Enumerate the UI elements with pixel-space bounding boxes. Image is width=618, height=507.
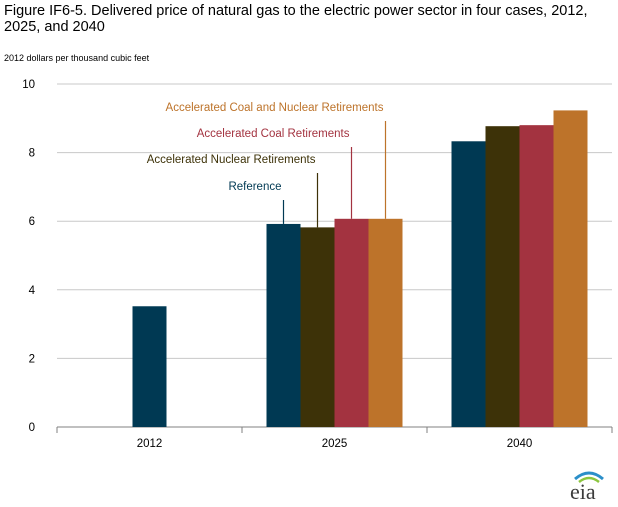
bar [334, 218, 369, 427]
y-tick-label: 10 [22, 79, 35, 91]
bar [368, 218, 403, 427]
svg-text:eia: eia [570, 479, 596, 503]
bar [485, 126, 520, 428]
y-tick-label: 8 [29, 148, 35, 160]
bar [266, 223, 301, 427]
bar [519, 125, 554, 427]
x-tick-label: 2025 [322, 438, 348, 450]
y-tick-label: 0 [29, 422, 35, 434]
bar [553, 110, 588, 427]
y-tick-label: 2 [29, 353, 35, 365]
eia-logo: eia [570, 471, 604, 503]
legend-callout-label: Reference [228, 181, 281, 193]
legend-callout-label: Accelerated Nuclear Retirements [147, 154, 316, 166]
x-tick-label: 2040 [507, 438, 533, 450]
legend-callout-label: Accelerated Coal and Nuclear Retirements [166, 102, 384, 114]
legend-callout-label: Accelerated Coal Retirements [197, 128, 350, 140]
x-tick-label: 2012 [137, 438, 163, 450]
y-tick-label: 4 [29, 285, 36, 297]
bar [300, 227, 335, 427]
chart-title: Figure IF6-5. Delivered price of natural… [4, 3, 588, 35]
y-tick-label: 6 [29, 216, 35, 228]
y-axis-label: 2012 dollars per thousand cubic feet [4, 53, 150, 63]
bar [132, 306, 167, 427]
bar [451, 141, 486, 427]
